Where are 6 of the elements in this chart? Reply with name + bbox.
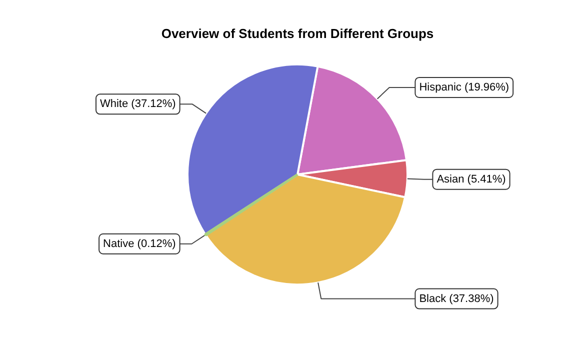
slice-label: Asian (5.41%) [436,173,506,186]
chart-title: Overview of Students from Different Groups [161,26,434,41]
slice-label: White (37.12%) [100,98,176,110]
slice-label: Native (0.12%) [103,238,176,250]
slice-label: Hispanic (19.96%) [419,81,510,94]
slice-label: Black (37.38%) [419,292,494,305]
